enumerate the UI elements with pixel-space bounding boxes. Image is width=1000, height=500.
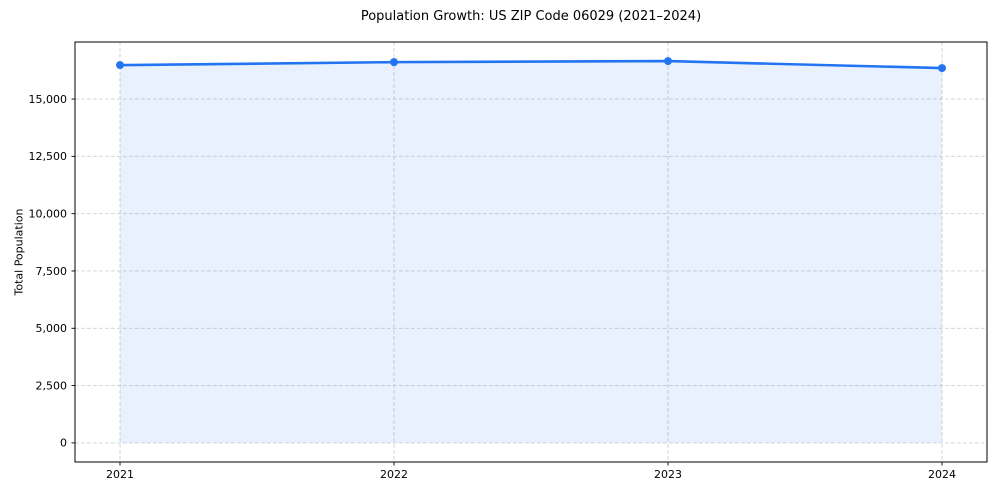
x-tick-label: 2022 bbox=[380, 468, 408, 481]
y-tick-label: 12,500 bbox=[29, 150, 68, 163]
data-point-marker bbox=[938, 64, 946, 73]
y-tick-label: 5,000 bbox=[36, 322, 68, 335]
x-tick-label: 2023 bbox=[654, 468, 682, 481]
data-point-marker bbox=[664, 57, 672, 66]
data-point-marker bbox=[116, 61, 124, 70]
chart-title: Population Growth: US ZIP Code 06029 (20… bbox=[360, 9, 702, 24]
data-point-marker bbox=[390, 58, 398, 67]
y-tick-label: 15,000 bbox=[29, 93, 68, 106]
x-tick-label: 2024 bbox=[928, 468, 956, 481]
population-line bbox=[118, 59, 944, 70]
plot-border bbox=[74, 41, 988, 463]
y-tick-label: 0 bbox=[60, 437, 67, 450]
area-fill bbox=[120, 61, 942, 443]
y-tick-label: 7,500 bbox=[36, 265, 68, 278]
y-tick-label: 10,000 bbox=[29, 207, 68, 220]
x-tick-label: 2021 bbox=[106, 468, 134, 481]
y-tick-label: 2,500 bbox=[36, 379, 68, 392]
